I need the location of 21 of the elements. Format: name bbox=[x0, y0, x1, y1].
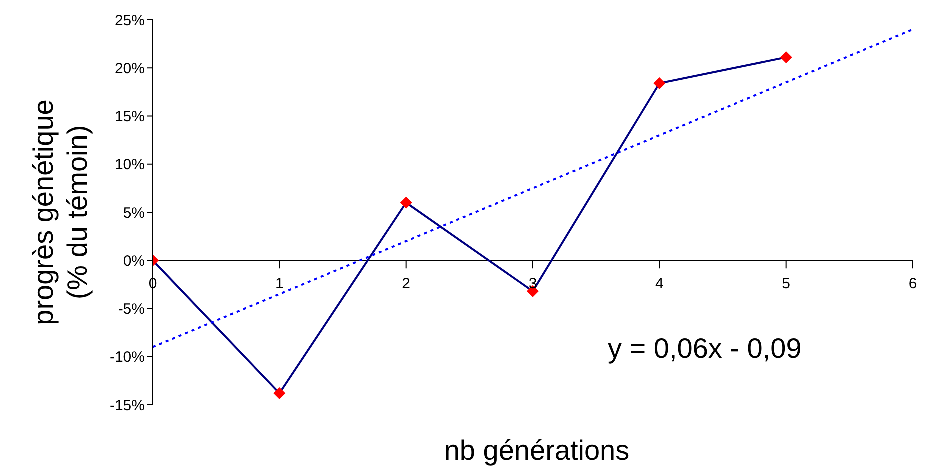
y-tick-label: 0% bbox=[123, 252, 145, 270]
x-tick-label: 2 bbox=[402, 276, 411, 293]
point bbox=[274, 387, 286, 400]
x-tick-label: 4 bbox=[655, 276, 664, 293]
x-tick-label: 6 bbox=[908, 276, 918, 293]
point bbox=[654, 78, 666, 90]
y-tick-label: 15% bbox=[114, 108, 145, 126]
y-tick-label: 25% bbox=[114, 12, 145, 30]
annotation: y = 0,06x - 0,09 bbox=[608, 333, 802, 365]
x-tick-label: 1 bbox=[275, 276, 284, 293]
y-tick-label: -5% bbox=[118, 301, 145, 318]
x-axis-title: nb générations bbox=[443, 434, 631, 468]
y-tick-label: 10% bbox=[114, 156, 145, 174]
y-tick-label: -15% bbox=[110, 397, 145, 414]
y-axis-title: progrès génétique (% du témoin) bbox=[28, 100, 93, 326]
point bbox=[780, 52, 792, 64]
x-tick-label: 5 bbox=[782, 276, 791, 293]
y-tick-label: -10% bbox=[110, 349, 145, 366]
y-tick-label: 5% bbox=[123, 204, 145, 222]
y-tick-label: 20% bbox=[114, 60, 145, 78]
point bbox=[400, 196, 412, 209]
